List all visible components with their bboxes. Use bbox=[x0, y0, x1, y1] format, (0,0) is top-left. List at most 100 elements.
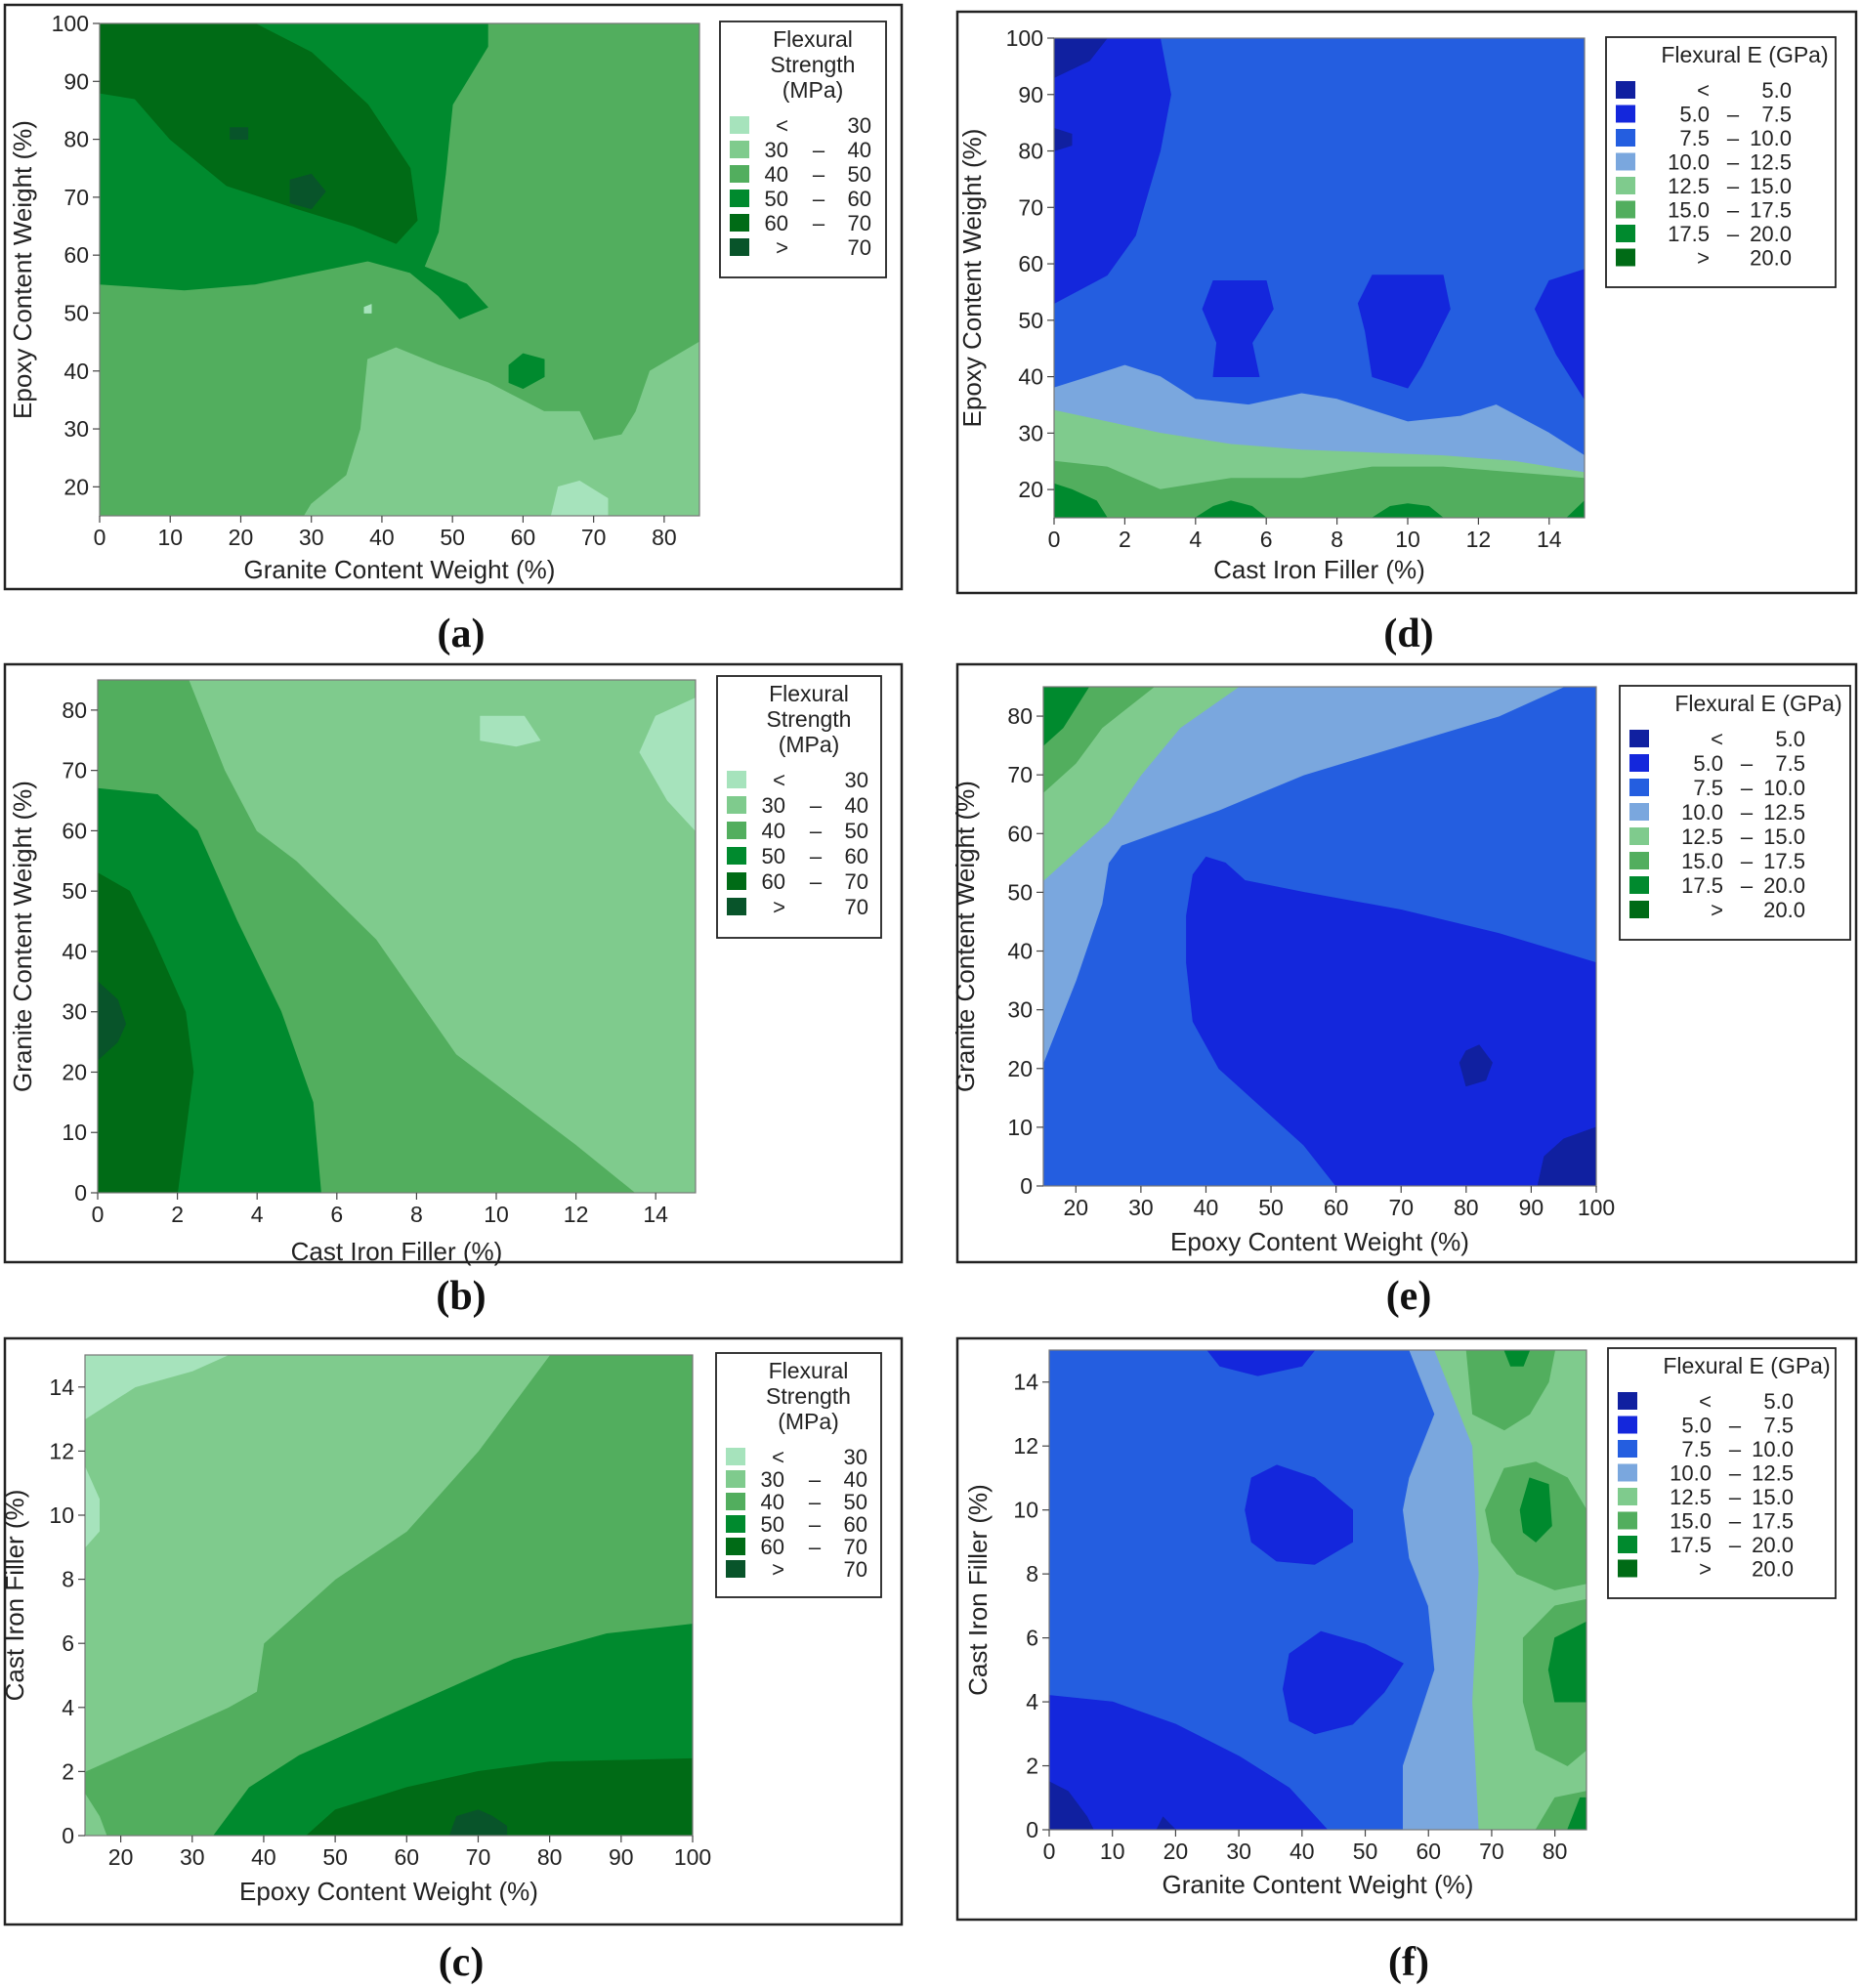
contour-region bbox=[1049, 1695, 1329, 1830]
x-tick-label: 30 bbox=[1226, 1839, 1251, 1864]
legend-range-high: 20.0 bbox=[1750, 246, 1792, 271]
y-tick-label: 20 bbox=[1007, 1056, 1033, 1081]
legend-swatch bbox=[1618, 1536, 1637, 1553]
legend-swatch bbox=[1616, 177, 1635, 194]
contour-region bbox=[1054, 38, 1171, 304]
legend-title: Flexural bbox=[769, 1358, 849, 1383]
legend-range-high: 60 bbox=[848, 187, 871, 211]
contour-region bbox=[1537, 1126, 1596, 1186]
legend-range-high: 50 bbox=[845, 819, 868, 843]
x-tick-label: 40 bbox=[1194, 1195, 1219, 1220]
contour-region bbox=[230, 127, 249, 140]
contour-regions bbox=[100, 23, 699, 516]
legend-range-high: 70 bbox=[844, 1557, 867, 1582]
x-tick-label: 80 bbox=[537, 1844, 563, 1870]
legend-swatch bbox=[1618, 1440, 1637, 1458]
legend-range-low: 40 bbox=[762, 819, 785, 843]
legend-range-dash: – bbox=[1729, 1533, 1742, 1557]
x-tick-label: 50 bbox=[322, 1844, 348, 1870]
contour-region bbox=[1357, 275, 1451, 389]
panel-frame bbox=[955, 1336, 1858, 1922]
legend-swatch bbox=[726, 1538, 745, 1555]
y-tick-label: 20 bbox=[1018, 477, 1043, 502]
legend-swatch bbox=[726, 1515, 745, 1533]
contour-region bbox=[1202, 280, 1274, 377]
y-tick-label: 60 bbox=[63, 242, 89, 268]
legend-range-dash: – bbox=[1741, 849, 1754, 873]
contour-region bbox=[639, 698, 696, 831]
panel-frame bbox=[3, 1336, 904, 1926]
legend-range-low: 17.5 bbox=[1670, 1533, 1712, 1557]
panel-e: 20 30 40 50 60 70 80 90 100 0 10 20 30 40 50 60 70 80 Epox… bbox=[951, 662, 1858, 1264]
legend-swatch bbox=[730, 116, 749, 134]
legend-range-low: 17.5 bbox=[1668, 222, 1710, 246]
y-tick-label: 2 bbox=[62, 1758, 74, 1784]
x-tick-label: 60 bbox=[1416, 1839, 1441, 1864]
y-tick-label: 12 bbox=[49, 1438, 74, 1463]
y-tick-label: 0 bbox=[62, 1823, 74, 1848]
y-axis-label: Granite Content Weight (%) bbox=[8, 781, 37, 1092]
contour-regions bbox=[98, 680, 696, 1193]
y-tick-label: 4 bbox=[1026, 1689, 1038, 1714]
legend-range-high: 15.0 bbox=[1763, 825, 1805, 849]
y-tick-label: 80 bbox=[1007, 703, 1033, 729]
x-tick-label: 40 bbox=[1290, 1839, 1315, 1864]
legend-range-dash: – bbox=[813, 211, 825, 235]
legend-swatch bbox=[1629, 779, 1649, 796]
legend-range-high: 30 bbox=[848, 113, 871, 138]
legend-title: Flexural E (GPa) bbox=[1663, 1353, 1830, 1378]
contour-region bbox=[1519, 1477, 1552, 1543]
y-tick-label: 70 bbox=[63, 185, 89, 210]
legend-range-low: 12.5 bbox=[1681, 825, 1723, 849]
x-tick-label: 60 bbox=[511, 525, 536, 550]
x-tick-label: 6 bbox=[1260, 527, 1273, 552]
contour-region bbox=[98, 872, 194, 1193]
legend-range-low: 5.0 bbox=[1693, 751, 1723, 776]
legend-range-dash: – bbox=[809, 1535, 822, 1559]
y-tick-label: 2 bbox=[1026, 1754, 1038, 1779]
legend-range-high: 10.0 bbox=[1752, 1437, 1794, 1461]
y-tick-label: 40 bbox=[63, 359, 89, 384]
legend-swatch bbox=[1618, 1511, 1637, 1530]
legend-range-dash: – bbox=[1729, 1485, 1742, 1509]
y-tick-label: 70 bbox=[1007, 762, 1033, 787]
contour-region bbox=[1534, 269, 1585, 401]
legend-range-dash: – bbox=[1729, 1461, 1742, 1486]
legend-range-dash: – bbox=[813, 162, 825, 187]
y-tick-label: 80 bbox=[63, 127, 89, 152]
y-tick-label: 30 bbox=[1018, 420, 1043, 445]
x-tick-label: 20 bbox=[1063, 1195, 1088, 1220]
legend-range-high: 5.0 bbox=[1775, 727, 1805, 751]
legend-range-high: 60 bbox=[844, 1512, 867, 1537]
legend-box bbox=[719, 21, 887, 278]
contour-region bbox=[1186, 856, 1596, 1186]
legend-range-high: 30 bbox=[844, 1445, 867, 1469]
contour-region bbox=[1465, 1350, 1555, 1431]
y-tick-label: 14 bbox=[1013, 1370, 1038, 1395]
x-tick-label: 100 bbox=[674, 1844, 711, 1870]
legend-title: Flexural bbox=[769, 681, 849, 706]
legend-range-low: 40 bbox=[761, 1490, 784, 1514]
x-tick-label: 6 bbox=[330, 1202, 343, 1227]
y-tick-label: 50 bbox=[62, 878, 87, 904]
x-tick-label: 0 bbox=[92, 1202, 105, 1227]
panel-frame bbox=[955, 10, 1858, 595]
contour-region bbox=[1043, 687, 1089, 746]
legend-range-dash: – bbox=[1729, 1414, 1742, 1438]
legend-range-low: 50 bbox=[765, 187, 788, 211]
y-tick-label: 70 bbox=[62, 758, 87, 783]
y-tick-label: 6 bbox=[62, 1630, 74, 1656]
legend-box bbox=[1619, 685, 1851, 941]
legend-range-dash: – bbox=[810, 819, 823, 843]
legend-range-low: 30 bbox=[762, 793, 785, 818]
contour-region bbox=[1372, 503, 1444, 518]
x-axis-label: Epoxy Content Weight (%) bbox=[239, 1877, 538, 1906]
x-tick-label: 40 bbox=[369, 525, 395, 550]
y-tick-label: 60 bbox=[62, 818, 87, 843]
y-axis-label: Epoxy Content Weight (%) bbox=[8, 120, 37, 419]
contour-region bbox=[189, 680, 696, 1193]
y-tick-label: 0 bbox=[74, 1180, 87, 1205]
legend-range-dash: – bbox=[1741, 776, 1754, 800]
legend-range-high: 20.0 bbox=[1763, 898, 1805, 922]
